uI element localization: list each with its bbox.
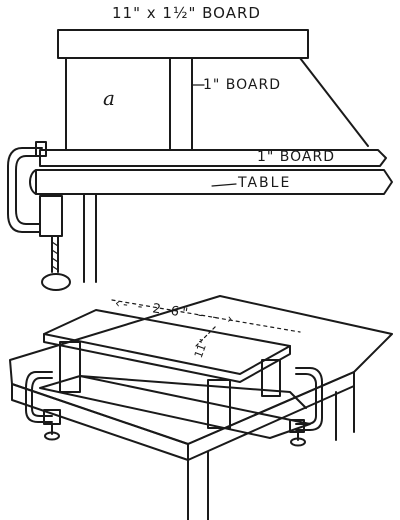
- table-right-edge: [187, 371, 355, 461]
- table-leg-front: [187, 451, 209, 520]
- table-leg: [83, 193, 97, 283]
- top-figure: [7, 29, 393, 291]
- vertical-board: [169, 57, 193, 151]
- top-board-label: 11" x 1½" BOARD: [112, 4, 261, 22]
- one-inch-board-label-upper: 1" BOARD: [203, 77, 282, 93]
- part-a-label: a: [103, 86, 115, 110]
- bottom-figure: [9, 295, 393, 520]
- table-label: TABLE: [238, 175, 292, 191]
- top-board: [57, 29, 309, 59]
- jig-bottom-rail-back: [79, 375, 307, 409]
- table-top: [35, 169, 393, 195]
- table-edge-roll: [29, 169, 37, 195]
- c-clamp-left: [25, 371, 61, 441]
- jig-support-right: [207, 379, 231, 429]
- table-leg-right: [335, 385, 355, 441]
- horizontal-board: [39, 149, 387, 167]
- c-clamp-top: [7, 141, 71, 291]
- jig-top-board-edge: [43, 333, 291, 383]
- jig-support-left: [59, 341, 81, 393]
- one-inch-board-label-lower: 1" BOARD: [257, 149, 336, 165]
- board-slope-edge: [299, 57, 369, 147]
- jig-support-back: [261, 359, 281, 397]
- leader-table: [211, 183, 237, 187]
- c-clamp-right: [289, 367, 323, 447]
- dim-11-line: [195, 325, 217, 347]
- block-a: [65, 57, 171, 151]
